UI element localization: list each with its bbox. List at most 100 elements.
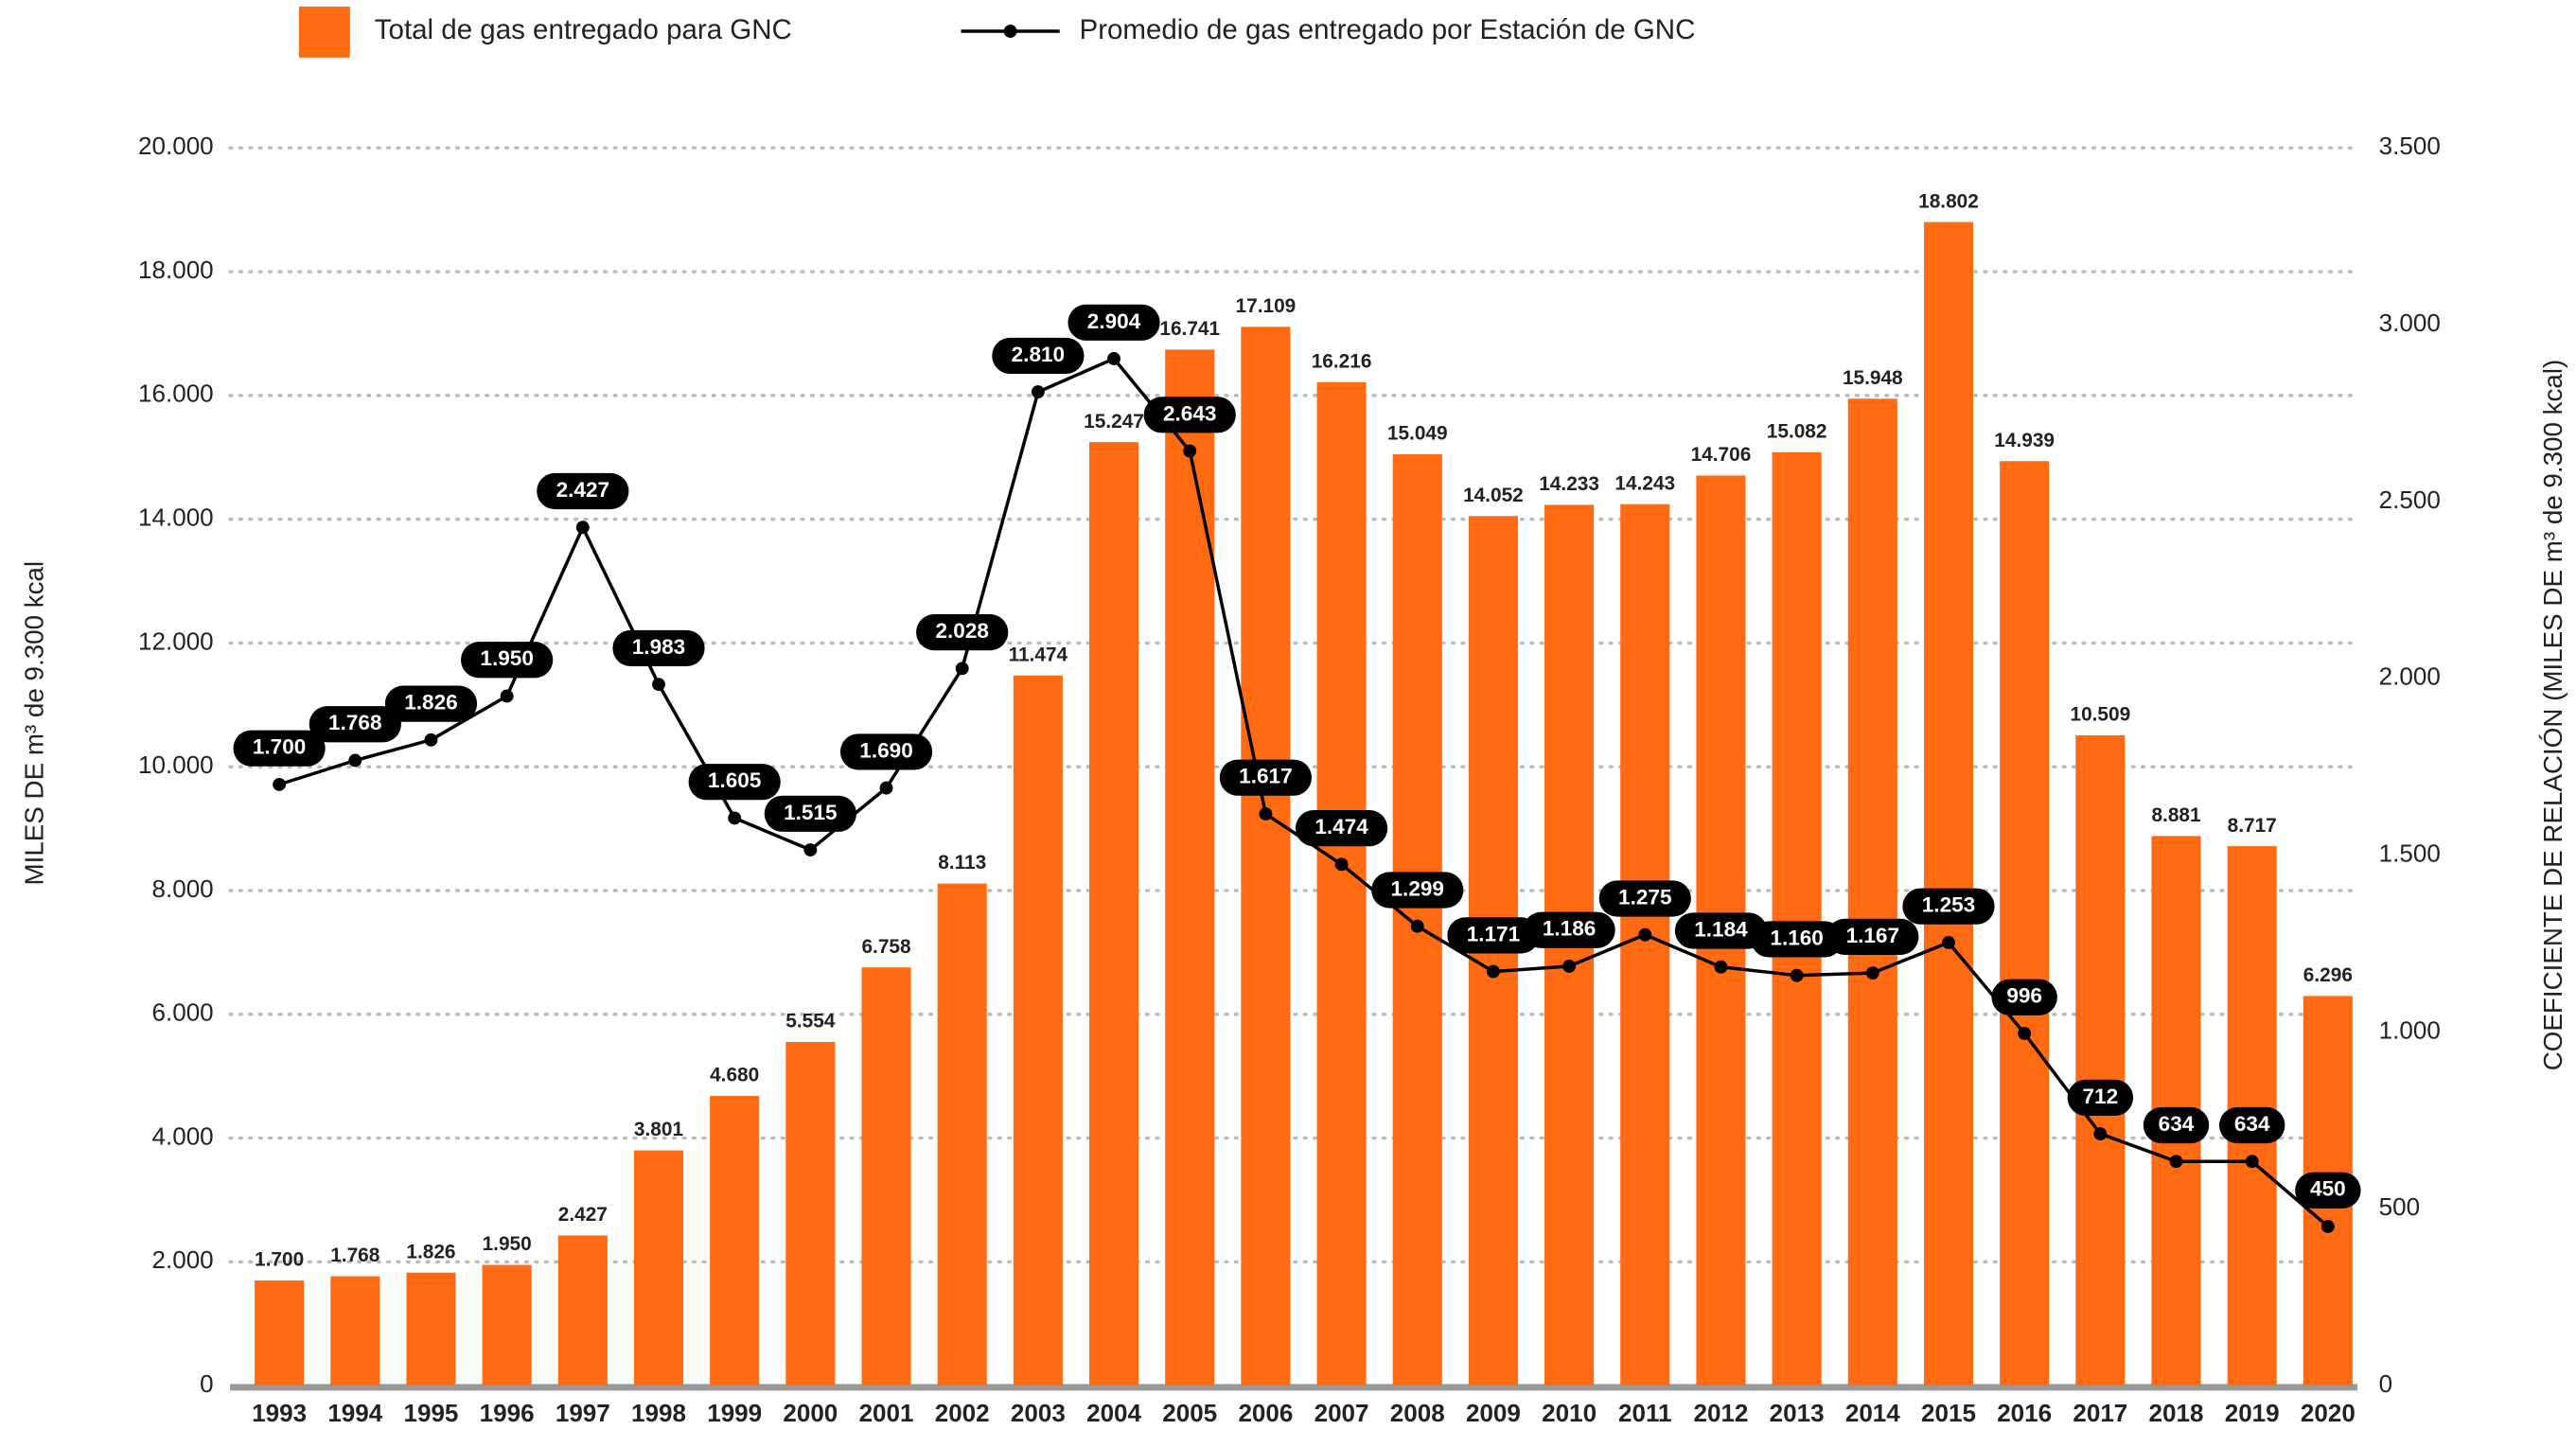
y-tick-label: 2.000 [152,1245,214,1274]
y-tick-label: 20.000 [138,132,214,160]
bar-value-label: 6.758 [861,936,910,958]
bar-value-label: 10.509 [2070,704,2130,726]
bar [255,1280,305,1386]
y-tick-label: 4.000 [152,1121,214,1150]
line-point [1714,960,1728,974]
line-label-bg [309,706,401,743]
x-tick-label: 2020 [2301,1399,2355,1427]
line-label-bg [1067,304,1160,341]
bar [937,883,987,1386]
bar [633,1150,684,1386]
y2-tick-label: 3.500 [2379,132,2441,160]
x-tick-label: 1997 [556,1399,610,1427]
bar-value-label: 5.554 [785,1011,836,1033]
line-label-bg [992,337,1085,375]
line-point [424,733,438,747]
line-label-bg [1751,921,1844,958]
bar-value-label: 8.717 [2228,815,2277,837]
x-tick-label: 2014 [1845,1399,1900,1427]
bar-value-label: 16.741 [1159,318,1220,340]
legend-swatch [298,6,350,58]
bar [2075,734,2126,1386]
y-tick-label: 12.000 [138,627,214,655]
line-value-label: 1.950 [480,646,533,670]
y2-tick-label: 1.000 [2379,1015,2441,1044]
bar-value-label: 14.243 [1614,472,1675,494]
line-point [2245,1155,2259,1169]
bar-value-label: 14.052 [1463,485,1524,506]
line-label-bg [1219,759,1313,796]
line-label-bg [2067,1079,2134,1116]
bar [785,1041,836,1386]
bar-value-label: 16.216 [1312,350,1372,372]
bar-value-label: 8.113 [938,852,986,874]
line-label-bg [233,730,326,767]
x-tick-label: 1993 [252,1399,307,1427]
x-tick-label: 2017 [2073,1399,2127,1427]
line-value-label: 1.253 [1922,893,1975,917]
line-value-label: 1.275 [1618,885,1671,909]
line-value-label: 1.474 [1314,815,1368,839]
line-label-bg [1674,912,1768,949]
line-value-label: 712 [2083,1085,2119,1108]
line-label-bg [1523,911,1615,948]
line-label-bg [1143,397,1236,433]
bar [482,1264,532,1386]
bar-value-label: 15.247 [1084,411,1144,433]
legend-dot [1003,25,1017,38]
line-label-bg [1598,880,1691,917]
line-value-label: 1.605 [708,768,761,792]
line-label-bg [916,614,1009,651]
y2-tick-label: 3.000 [2379,309,2441,337]
line-value-label: 450 [2310,1177,2346,1201]
x-tick-label: 1995 [404,1399,459,1427]
line-label-bg [688,764,781,801]
x-tick-label: 2002 [935,1399,990,1427]
y2-tick-label: 2.500 [2379,485,2441,514]
x-tick-label: 2005 [1162,1399,1217,1427]
line-label-bg [2143,1106,2210,1144]
line-value-label: 2.028 [935,619,988,643]
legend-label: Total de gas entregado para GNC [375,14,792,45]
x-tick-label: 2010 [1542,1399,1597,1427]
line-point [1562,960,1577,973]
bar [1847,398,1897,1386]
x-tick-label: 2003 [1011,1399,1066,1427]
line-point [2093,1127,2108,1141]
x-tick-label: 1999 [707,1399,762,1427]
bar-value-label: 14.706 [1691,444,1752,466]
bar [1923,221,1974,1386]
bar [1013,675,1063,1386]
line-value-label: 2.904 [1087,309,1141,333]
bar-value-label: 1.700 [255,1249,304,1271]
line-point [955,662,969,676]
line-label-bg [537,472,629,510]
bar-value-label: 18.802 [1918,190,1979,212]
line-point [500,689,514,703]
line-value-label: 1.186 [1543,917,1596,941]
bar [1241,327,1291,1386]
bar [406,1272,456,1386]
line-value-label: 634 [2159,1112,2195,1136]
bar-value-label: 1.826 [406,1241,455,1262]
line-point [273,777,287,791]
line-value-label: 1.700 [253,735,306,759]
line-value-label: 1.983 [632,635,685,659]
y2-axis-title: COEFICIENTE DE RELACIÓN (MILES DE m³ de … [2538,360,2567,1071]
line-label-bg [1447,917,1540,954]
line-value-label: 1.826 [404,691,457,715]
x-tick-label: 2006 [1238,1399,1293,1427]
y-tick-label: 8.000 [152,874,214,903]
bar-value-label: 6.296 [2303,964,2353,986]
line-value-label: 1.690 [859,738,912,762]
line-point [1107,352,1120,365]
bar-value-label: 15.049 [1387,423,1448,445]
line-value-label: 1.299 [1391,876,1444,900]
x-tick-label: 2012 [1694,1399,1749,1427]
bar-value-label: 14.233 [1539,473,1599,495]
x-tick-label: 2000 [783,1399,838,1427]
line-point [1486,964,1500,979]
y-axis-title: MILES DE m³ de 9.300 kcal [20,561,49,886]
x-tick-label: 2007 [1314,1399,1369,1427]
